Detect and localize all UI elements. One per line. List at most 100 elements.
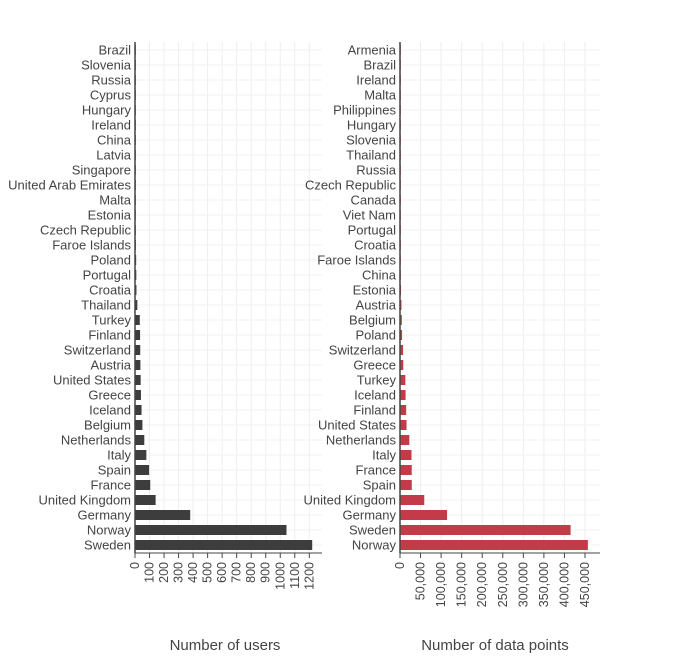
x-tick-label: 200 (157, 562, 171, 583)
category-label: Russia (91, 73, 132, 88)
bar-finland (135, 330, 141, 340)
category-label: Estonia (88, 208, 132, 223)
category-label: Russia (356, 163, 397, 178)
category-label: Netherlands (326, 433, 397, 448)
category-label: Spain (363, 478, 396, 493)
bar-united-states (400, 420, 407, 430)
category-label: China (97, 133, 132, 148)
category-label: Poland (91, 253, 131, 268)
category-label: Poland (356, 328, 396, 343)
category-label: Germany (78, 508, 132, 523)
category-label: Netherlands (61, 433, 132, 448)
x-axis-title: Number of data points (421, 637, 569, 654)
category-label: Portugal (83, 268, 132, 283)
bar-turkey (400, 375, 406, 385)
category-label: Faroe Islands (317, 253, 396, 268)
category-label: Singapore (72, 163, 131, 178)
bar-germany (400, 510, 448, 520)
x-tick-label: 700 (230, 562, 244, 583)
category-label: Finland (353, 403, 396, 418)
category-label: Brazil (98, 43, 131, 58)
category-label: Greece (353, 358, 396, 373)
category-label: France (91, 478, 131, 493)
category-label: Philippines (333, 103, 396, 118)
category-label: Slovenia (346, 133, 397, 148)
bar-finland (400, 405, 407, 415)
category-label: Thailand (346, 148, 396, 163)
category-label: Hungary (82, 103, 132, 118)
bar-united-states (135, 375, 141, 385)
bar-norway (135, 525, 287, 535)
x-tick-label: 800 (244, 562, 258, 583)
category-label: Spain (98, 463, 131, 478)
bar-sweden (135, 540, 313, 550)
bar-austria (135, 360, 141, 370)
subplot-1: BrazilSloveniaRussiaCyprusHungaryIreland… (8, 42, 322, 654)
category-label: Finland (88, 328, 131, 343)
category-label: United Arab Emirates (8, 178, 131, 193)
category-label: Norway (352, 538, 397, 553)
bar-spain (400, 480, 412, 490)
bar-spain (135, 465, 150, 475)
category-label: Canada (350, 193, 396, 208)
x-tick-label: 900 (259, 562, 273, 583)
category-label: United Kingdom (39, 493, 132, 508)
bar-belgium (400, 315, 402, 325)
category-label: Sweden (349, 523, 396, 538)
x-tick-label: 100 (143, 562, 157, 583)
category-label: United States (318, 418, 397, 433)
category-label: Cyprus (90, 88, 132, 103)
category-label: Iceland (89, 403, 131, 418)
x-tick-label: 200,000 (475, 562, 489, 607)
x-tick-label: 300,000 (516, 562, 530, 607)
x-tick-label: 300 (172, 562, 186, 583)
category-label: United Kingdom (304, 493, 397, 508)
x-tick-label: 400 (186, 562, 200, 583)
x-tick-label: 600 (215, 562, 229, 583)
category-label: Italy (372, 448, 396, 463)
category-label: Greece (88, 388, 131, 403)
x-tick-label: 500 (201, 562, 215, 583)
category-label: Switzerland (329, 343, 396, 358)
category-label: Ireland (356, 73, 396, 88)
x-tick-label: 100,000 (434, 562, 448, 607)
category-label: Switzerland (64, 343, 131, 358)
category-label: Malta (364, 88, 397, 103)
category-label: United States (53, 373, 132, 388)
bar-sweden (400, 525, 571, 535)
x-tick-label: 1100 (288, 562, 302, 589)
x-tick-label: 0 (128, 562, 142, 569)
x-tick-label: 400,000 (557, 562, 571, 607)
bar-netherlands (400, 435, 410, 445)
bar-italy (135, 450, 147, 460)
category-label: Armenia (348, 43, 397, 58)
x-tick-label: 350,000 (537, 562, 551, 607)
x-axis-title: Number of users (170, 637, 281, 654)
bar-poland (400, 330, 403, 340)
category-label: Thailand (81, 298, 131, 313)
bar-greece (400, 360, 404, 370)
bar-iceland (400, 390, 406, 400)
bar-greece (135, 390, 141, 400)
category-label: Faroe Islands (52, 238, 131, 253)
bar-netherlands (135, 435, 145, 445)
category-label: France (356, 463, 396, 478)
category-label: Malta (99, 193, 132, 208)
category-label: Estonia (353, 283, 397, 298)
category-label: Austria (91, 358, 132, 373)
category-label: Italy (107, 448, 131, 463)
bar-thailand (135, 300, 138, 310)
bar-belgium (135, 420, 143, 430)
x-tick-label: 1000 (273, 562, 287, 590)
category-label: Czech Republic (305, 178, 397, 193)
category-label: Turkey (357, 373, 397, 388)
bar-norway (400, 540, 588, 550)
category-label: Belgium (349, 313, 396, 328)
category-label: Ireland (91, 118, 131, 133)
x-tick-label: 50,000 (414, 562, 428, 600)
category-label: Slovenia (81, 58, 132, 73)
bar-italy (400, 450, 412, 460)
bar-switzerland (400, 345, 404, 355)
